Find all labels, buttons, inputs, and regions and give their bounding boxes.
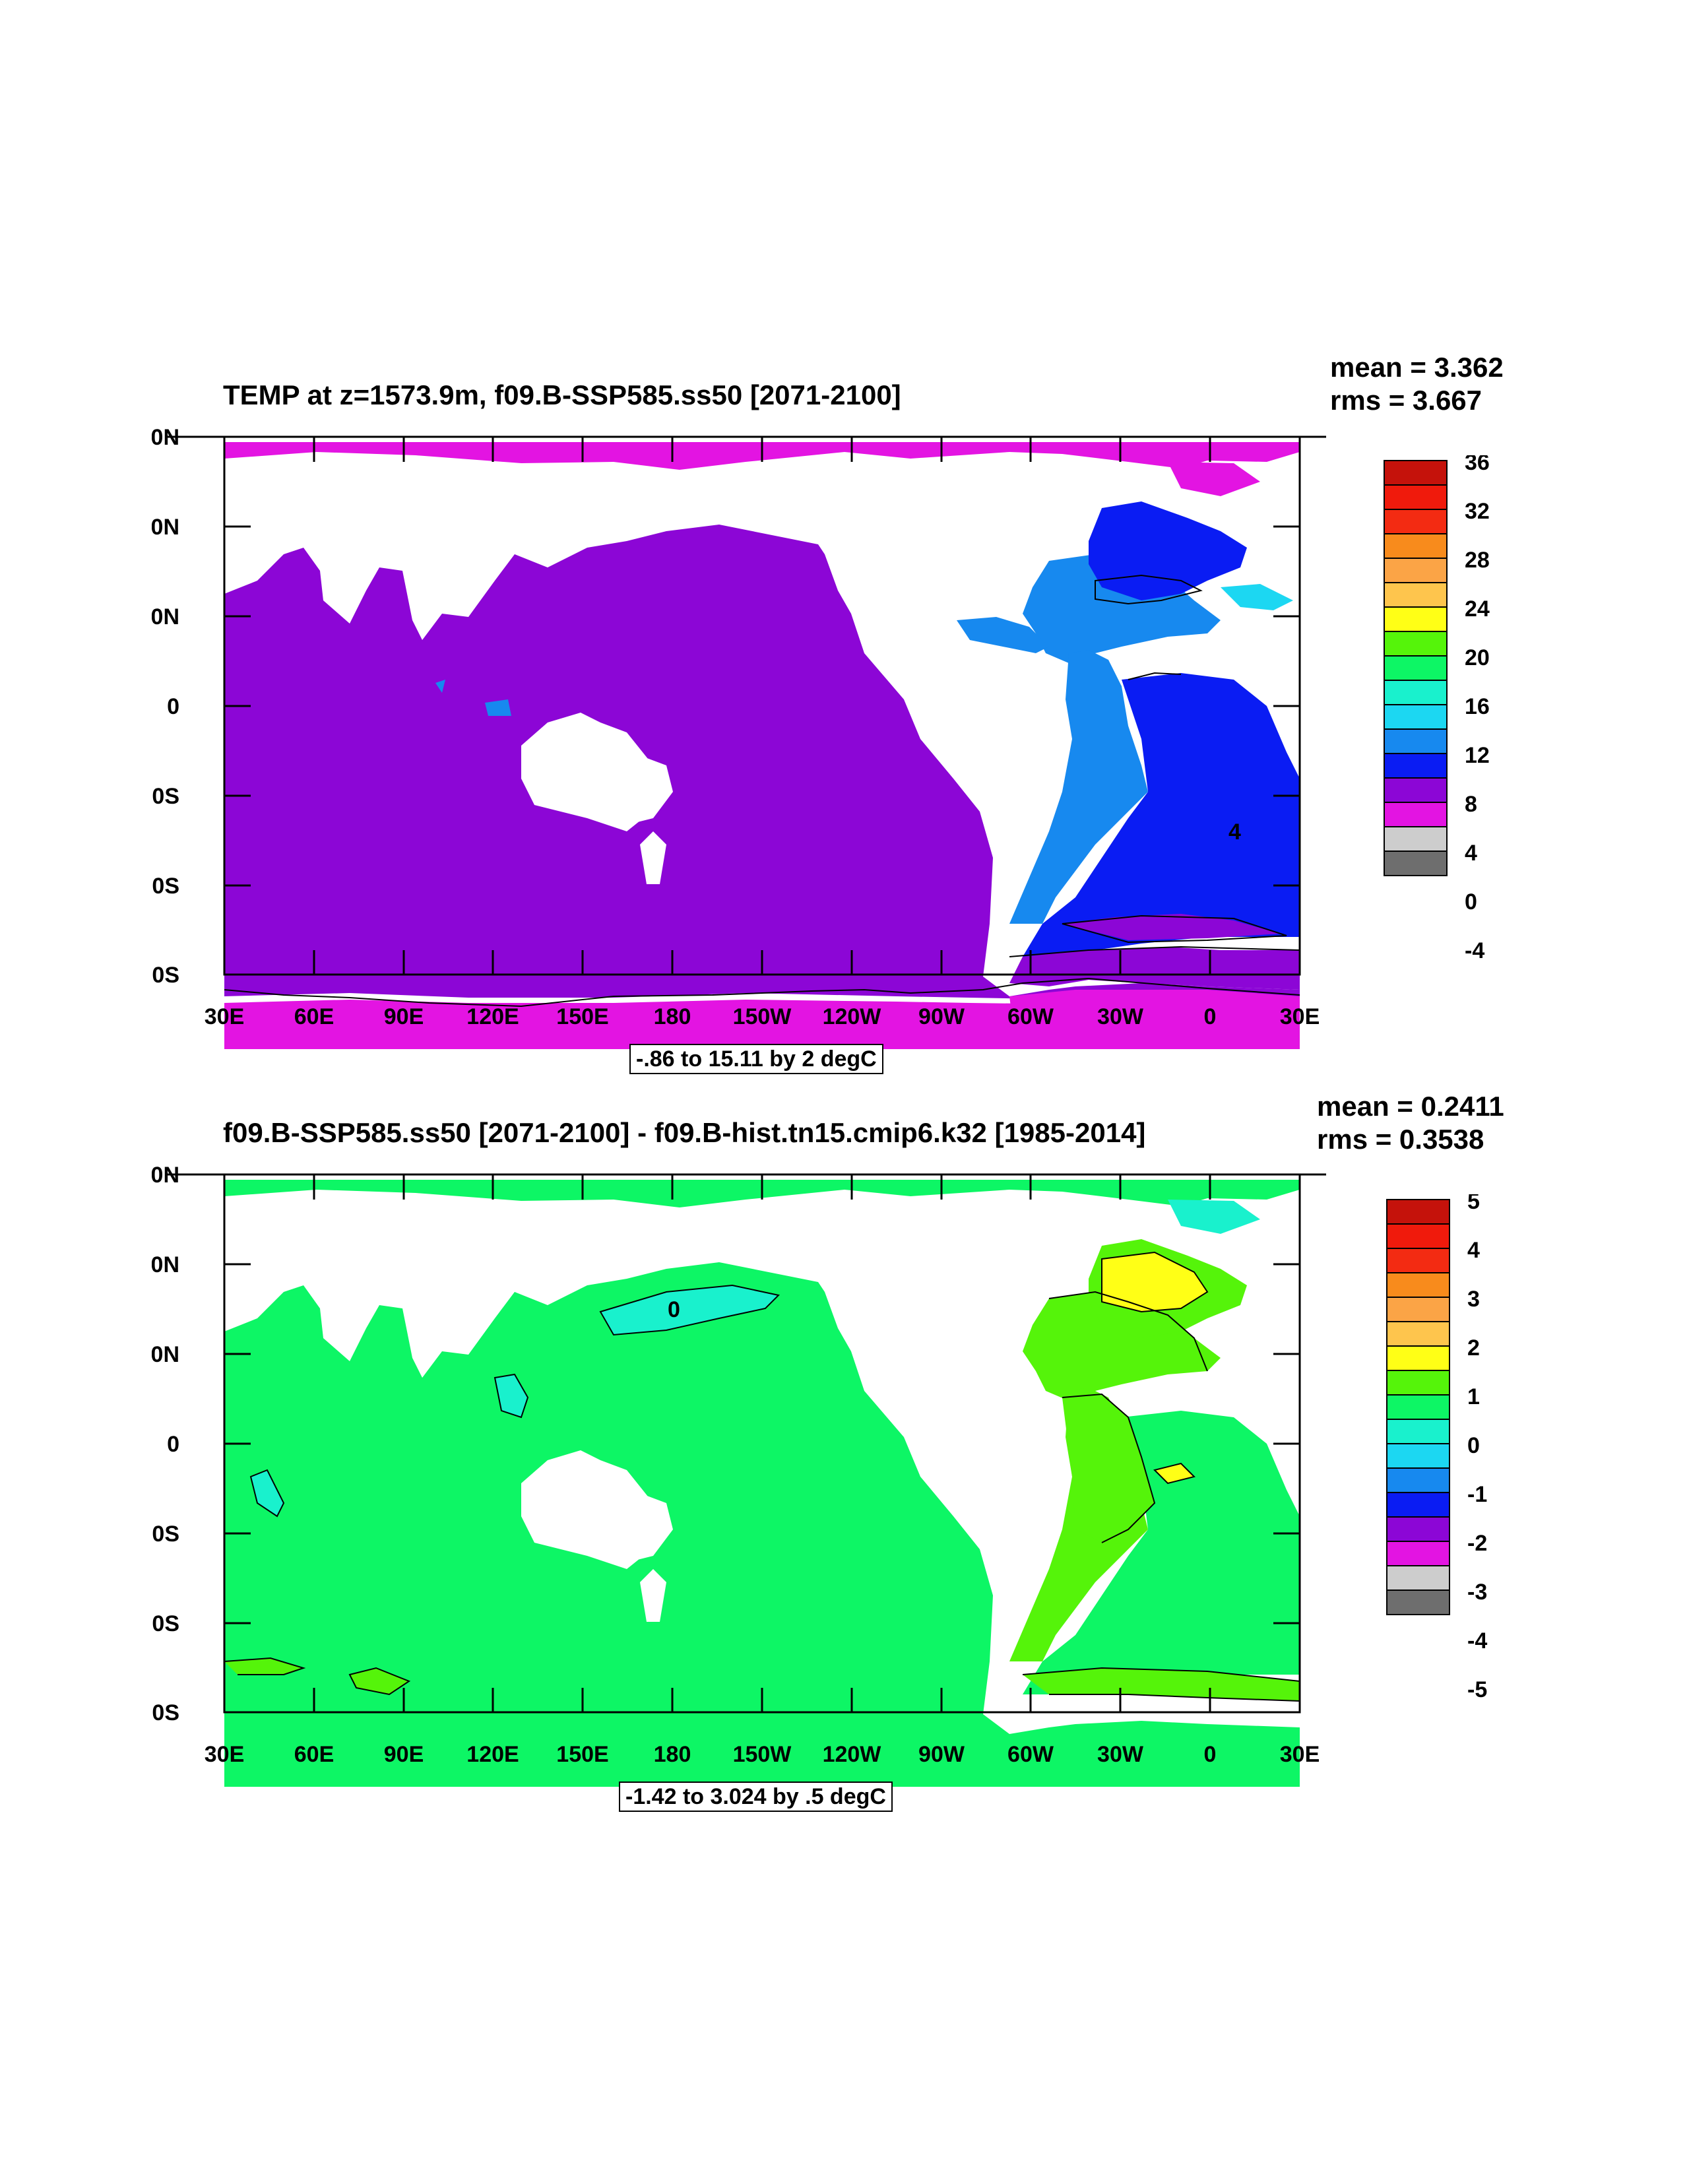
y-axis-ticks — [165, 1173, 1326, 1714]
x-label: 0 — [1204, 1742, 1217, 1767]
panel-title: TEMP at z=1573.9m, f09.B-SSP585.ss50 [20… — [223, 379, 901, 410]
rms-stat: rms = 0.3538 — [1317, 1124, 1484, 1155]
x-label: 120E — [466, 1004, 519, 1029]
colorbar-label: 32 — [1465, 499, 1490, 524]
x-label: 60W — [1007, 1004, 1054, 1029]
y-label: 30N — [152, 604, 179, 629]
y-axis-labels: 90N 60N 30N 0 30S 60S 90S — [152, 425, 179, 988]
y-axis-labels: 90N 60N 30N 0 30S 60S 90S — [152, 1163, 179, 1725]
colorbar-label: 24 — [1465, 596, 1490, 622]
x-label: 90W — [918, 1004, 965, 1029]
x-label: 0 — [1204, 1004, 1217, 1029]
contour-range-box: -1.42 to 3.024 by .5 degC — [619, 1782, 893, 1812]
y-label: 90N — [152, 1163, 179, 1188]
contour-label: 0 — [668, 1297, 680, 1322]
mean-stat: mean = 0.2411 — [1317, 1091, 1504, 1122]
mean-stat: mean = 3.362 — [1330, 352, 1504, 383]
y-label: 60N — [152, 1252, 179, 1277]
colorbar-label: 4 — [1467, 1238, 1480, 1263]
colorbar-label: -1 — [1467, 1482, 1487, 1507]
colorbar-label: 20 — [1465, 645, 1490, 670]
colorbar-swatches — [1384, 460, 1448, 876]
colorbar-label: -4 — [1465, 938, 1484, 963]
colorbar-labels: 36 32 28 24 20 16 12 8 4 0 -4 — [1465, 455, 1490, 963]
colorbar-label: 16 — [1465, 694, 1490, 719]
x-label: 30E — [205, 1004, 245, 1029]
colorbar: 5 4 3 2 1 0 -1 -2 -3 -4 -5 — [1386, 1194, 1487, 1702]
rms-stat: rms = 3.667 — [1330, 385, 1482, 416]
x-label: 60E — [294, 1004, 335, 1029]
colorbar-swatches — [1386, 1199, 1450, 1615]
colorbar-label: 36 — [1465, 455, 1490, 475]
colorbar-label: 3 — [1467, 1287, 1480, 1312]
contour-label: 4 — [1228, 819, 1241, 845]
x-label: 30W — [1097, 1742, 1144, 1767]
map-plot: 4 — [152, 425, 1326, 1049]
x-axis-ticks — [223, 1174, 1301, 1712]
y-axis-ticks — [165, 435, 1326, 976]
colorbar-label: 1 — [1467, 1384, 1480, 1409]
y-label: 90N — [152, 425, 179, 450]
colorbar-labels: 5 4 3 2 1 0 -1 -2 -3 -4 -5 — [1467, 1194, 1487, 1702]
x-label: 120W — [823, 1004, 882, 1029]
y-label: 0 — [167, 694, 179, 719]
colorbar-label: 28 — [1465, 548, 1490, 573]
map-plot: 0 90N — [152, 1163, 1326, 1787]
y-label: 30S — [152, 784, 179, 809]
x-axis-labels: 30E 60E 90E 120E 150E 180 150W 120W 90W … — [205, 1004, 1320, 1029]
x-label: 30E — [1280, 1004, 1320, 1029]
contour-lines — [224, 1251, 1300, 1702]
x-label: 150W — [733, 1004, 792, 1029]
y-label: 60N — [152, 515, 179, 540]
x-label: 120W — [823, 1742, 882, 1767]
colorbar-label: 0 — [1467, 1433, 1480, 1458]
y-label: 90S — [152, 1700, 179, 1725]
colorbar-label: -5 — [1467, 1677, 1487, 1702]
colorbar-label: 4 — [1465, 841, 1477, 866]
x-axis-labels: 30E 60E 90E 120E 150E 180 150W 120W 90W … — [205, 1742, 1320, 1767]
y-label: 60S — [152, 874, 179, 899]
x-label: 90E — [384, 1004, 424, 1029]
colorbar-label: 5 — [1467, 1194, 1480, 1214]
x-label: 120E — [466, 1742, 519, 1767]
contour-lines — [224, 574, 1300, 1008]
y-label: 0 — [167, 1432, 179, 1457]
y-label: 60S — [152, 1611, 179, 1636]
colorbar: 36 32 28 24 20 16 12 8 4 0 -4 — [1384, 455, 1490, 963]
colorbar-label: -4 — [1467, 1628, 1487, 1654]
x-label: 90W — [918, 1742, 965, 1767]
x-label: 150W — [733, 1742, 792, 1767]
x-label: 180 — [654, 1004, 691, 1029]
x-label: 60E — [294, 1742, 335, 1767]
x-label: 150E — [556, 1004, 608, 1029]
x-label: 30W — [1097, 1004, 1144, 1029]
x-label: 30E — [1280, 1742, 1320, 1767]
panel-title: f09.B-SSP585.ss50 [2071-2100] - f09.B-hi… — [223, 1117, 1146, 1148]
colorbar-label: 0 — [1465, 889, 1477, 915]
x-label: 180 — [654, 1742, 691, 1767]
x-label: 30E — [205, 1742, 245, 1767]
contour-range-box: -.86 to 15.11 by 2 degC — [629, 1044, 883, 1074]
x-label: 150E — [556, 1742, 608, 1767]
y-label: 30S — [152, 1522, 179, 1547]
y-label: 30N — [152, 1342, 179, 1367]
colorbar-label: 12 — [1465, 743, 1490, 768]
ocean-fill — [224, 442, 1300, 1049]
x-label: 90E — [384, 1742, 424, 1767]
x-label: 60W — [1007, 1742, 1054, 1767]
y-label: 90S — [152, 963, 179, 988]
colorbar-label: -3 — [1467, 1580, 1487, 1605]
colorbar-label: 2 — [1467, 1335, 1480, 1361]
colorbar-label: -2 — [1467, 1531, 1487, 1556]
colorbar-label: 8 — [1465, 792, 1477, 817]
x-axis-ticks — [223, 437, 1301, 975]
